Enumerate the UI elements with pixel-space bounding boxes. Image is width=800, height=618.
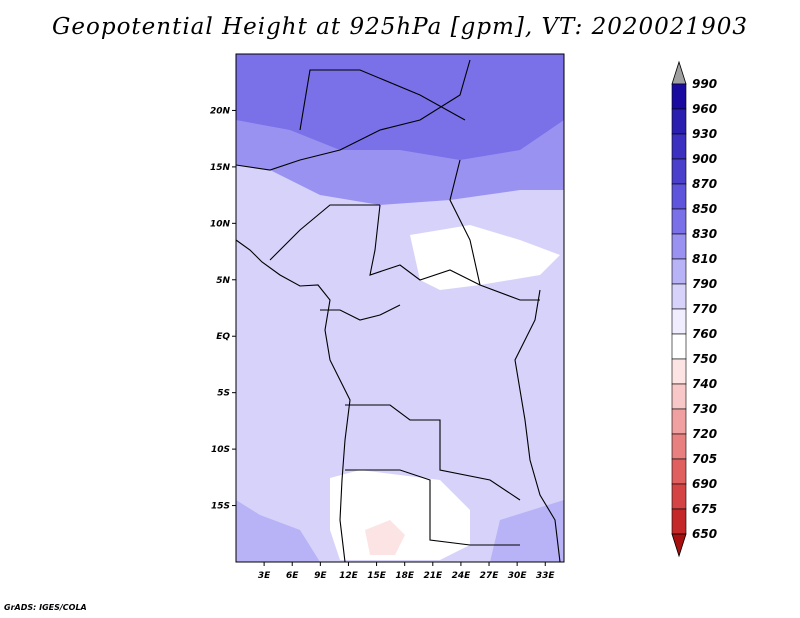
colorbar-label: 870 <box>692 177 717 191</box>
colorbar: 990 960 930 900 870 850 830 810 790 770 760 750 740 7… <box>671 60 717 558</box>
border-line <box>269 204 380 261</box>
border-line <box>369 204 540 301</box>
y-tick-label: 10N <box>210 219 231 229</box>
x-tick-label: 6E <box>286 571 299 581</box>
colorbar-swatch <box>671 108 687 135</box>
colorbar-label: 730 <box>692 402 717 416</box>
region-southwest-corner <box>490 500 564 562</box>
coastlines <box>235 59 561 563</box>
colorbar-swatch <box>671 233 687 260</box>
y-tick-label: 10S <box>211 445 230 455</box>
colorbar-swatch <box>671 83 687 110</box>
colorbar-label: 650 <box>692 527 717 541</box>
x-tick-label: 3E <box>258 571 271 581</box>
colorbar-swatch <box>671 433 687 460</box>
border-line <box>299 69 466 131</box>
colorbar-swatch <box>671 508 687 535</box>
region-north-band <box>236 54 564 160</box>
y-axis: 20N 15N 10N 5N EQ 5S 10S 15S <box>210 106 236 512</box>
colorbar-swatch <box>671 358 687 385</box>
x-tick-label: 21E <box>423 571 443 581</box>
region-southern-lobe <box>410 225 560 290</box>
grads-credit: GrADS: IGES/COLA <box>4 603 87 612</box>
colorbar-label: 720 <box>692 427 717 441</box>
border-line <box>345 404 521 501</box>
region-low-pocket <box>365 520 405 555</box>
colorbar-label: 930 <box>692 127 717 141</box>
colorbar-label: 790 <box>692 277 717 291</box>
colorbar-swatch <box>671 158 687 185</box>
x-tick-label: 15E <box>367 571 387 581</box>
colorbar-label: 705 <box>692 452 717 466</box>
colorbar-swatch <box>671 383 687 410</box>
y-tick-label: 5N <box>216 276 230 286</box>
border-line <box>345 469 520 546</box>
colorbar-label: 990 <box>692 77 717 91</box>
y-tick-label: EQ <box>216 332 230 342</box>
colorbar-swatch <box>671 258 687 285</box>
y-tick-label: 15N <box>210 163 231 173</box>
colorbar-label: 760 <box>692 327 717 341</box>
colorbar-label: 770 <box>692 302 717 316</box>
colorbar-label: 750 <box>692 352 717 366</box>
border-line <box>235 59 471 171</box>
x-tick-label: 12E <box>339 571 359 581</box>
colorbar-label: 810 <box>692 252 717 266</box>
colorbar-label: 900 <box>692 152 717 166</box>
region-southwest-corner <box>236 500 320 562</box>
map-frame <box>235 53 565 563</box>
region-southern-lobe <box>330 470 470 560</box>
colorbar-swatch <box>671 283 687 310</box>
colorbar-label: 675 <box>692 502 717 516</box>
x-axis: 3E 6E 9E 12E 15E 18E 21E 24E 27E 30E 33E <box>258 562 556 581</box>
colorbar-swatch <box>671 208 687 235</box>
colorbar-label: 960 <box>692 102 717 116</box>
chart-title: Geopotential Height at 925hPa [gpm], VT:… <box>52 14 748 40</box>
colorbar-bottom-arrow <box>671 533 687 558</box>
colorbar-top-arrow <box>671 60 687 85</box>
x-tick-label: 24E <box>452 571 472 581</box>
colorbar-label: 850 <box>692 202 717 216</box>
border-line <box>235 239 351 563</box>
colorbar-swatch <box>671 333 687 360</box>
y-tick-label: 5S <box>217 389 230 399</box>
colorbar-swatch <box>671 183 687 210</box>
x-tick-label: 27E <box>480 571 500 581</box>
x-tick-label: 30E <box>508 571 528 581</box>
colorbar-swatch <box>671 458 687 485</box>
y-tick-label: 15S <box>211 502 230 512</box>
colorbar-swatch <box>671 408 687 435</box>
geopotential-field <box>236 54 564 562</box>
colorbar-swatch <box>671 133 687 160</box>
y-tick-label: 20N <box>210 106 231 116</box>
x-tick-label: 33E <box>536 571 556 581</box>
border-line <box>320 304 401 321</box>
colorbar-label: 690 <box>692 477 717 491</box>
x-tick-label: 18E <box>395 571 415 581</box>
border-line <box>449 159 481 286</box>
x-tick-label: 9E <box>314 571 327 581</box>
colorbar-label: 830 <box>692 227 717 241</box>
colorbar-label: 740 <box>692 377 717 391</box>
colorbar-swatch <box>671 483 687 510</box>
border-line <box>514 289 561 563</box>
colorbar-swatch <box>671 308 687 335</box>
